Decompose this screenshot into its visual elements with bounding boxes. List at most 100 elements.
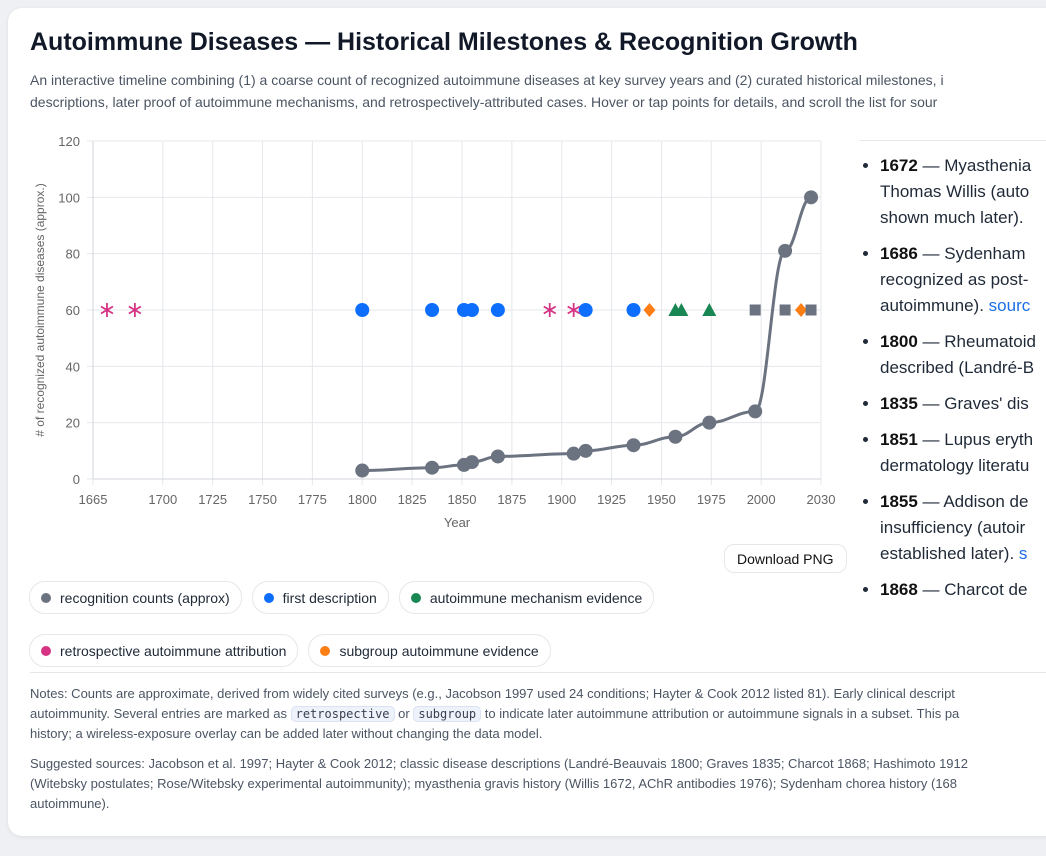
- source-link[interactable]: sourc: [983, 296, 1031, 315]
- data-point: [626, 303, 641, 317]
- x-tick-label: 1775: [298, 492, 327, 507]
- sources-text: (Witebsky postulates; Rose/Witebsky expe…: [30, 776, 958, 791]
- milestone-year: 1851: [880, 430, 918, 449]
- retrospective-tag: retrospective: [290, 706, 395, 722]
- legend-item[interactable]: first description: [251, 581, 389, 614]
- milestone-text: recognized as post-: [880, 270, 1029, 289]
- notes-paragraph: Notes: Counts are approximate, derived f…: [30, 684, 1046, 744]
- legend-label: subgroup autoimmune evidence: [339, 642, 539, 659]
- x-tick-label: 1875: [497, 492, 526, 507]
- notes-text: Notes: Counts are approximate, derived f…: [30, 686, 955, 701]
- x-tick-label: 2030: [807, 492, 836, 507]
- legend-label: retrospective autoimmune attribution: [60, 642, 287, 659]
- milestone-text: dermatology literatu: [880, 456, 1030, 475]
- milestone-year: 1855: [880, 492, 918, 511]
- main-card: [8, 8, 1046, 836]
- milestone-item: 1686 — Sydenham recognized as post-autoim…: [880, 241, 1046, 319]
- x-tick-label: 1850: [448, 492, 477, 507]
- legend-item[interactable]: autoimmune mechanism evidence: [398, 581, 655, 614]
- milestone-text: established later).: [880, 544, 1015, 563]
- asterisk-stroke: [543, 305, 557, 315]
- data-point-square: [779, 304, 791, 316]
- data-point-asterisk: [100, 303, 114, 317]
- legend-label: recognition counts (approx): [60, 589, 230, 606]
- x-tick-label: 1900: [547, 492, 576, 507]
- milestone-text: autoimmune).: [880, 296, 984, 315]
- data-point-asterisk: [128, 303, 142, 317]
- milestone-text: — Graves' dis: [917, 394, 1029, 413]
- data-point: [702, 415, 717, 430]
- legend-label: autoimmune mechanism evidence: [429, 589, 643, 606]
- data-point: [355, 463, 370, 478]
- data-point-triangle: [702, 303, 717, 316]
- milestone-item: 1855 — Addison de insufficiency (autoir es…: [880, 489, 1046, 567]
- sources-paragraph: Suggested sources: Jacobson et al. 1997;…: [30, 754, 1046, 814]
- data-point-square: [805, 304, 817, 316]
- data-point-asterisk: [543, 303, 557, 317]
- milestone-list[interactable]: 1672 — Myasthenia Thomas Willis (auto show…: [860, 140, 1046, 621]
- notes-section: Notes: Counts are approximate, derived f…: [30, 684, 1046, 824]
- sources-text: Suggested sources: Jacobson et al. 1997;…: [30, 756, 968, 771]
- data-point: [490, 303, 505, 317]
- x-tick-label: 1700: [148, 492, 177, 507]
- legend-label: first description: [282, 589, 377, 606]
- milestone-year: 1672: [880, 156, 918, 175]
- milestone-item: 1851 — Lupus eryth dermatology literatu: [880, 427, 1046, 479]
- milestone-item: 1800 — Rheumatoid described (Landré-B: [880, 329, 1046, 381]
- legend-item[interactable]: retrospective autoimmune attribution: [29, 634, 299, 667]
- divider: [30, 672, 1046, 673]
- page-title: Autoimmune Diseases — Historical Milesto…: [30, 28, 858, 56]
- data-point: [464, 455, 479, 470]
- data-point: [804, 190, 819, 205]
- subgroup-tag: subgroup: [413, 706, 482, 722]
- x-axis-title: Year: [444, 515, 471, 530]
- milestone-year: 1868: [880, 580, 918, 599]
- y-tick-label: 0: [73, 472, 80, 487]
- milestone-item: 1672 — Myasthenia Thomas Willis (auto show…: [880, 153, 1046, 231]
- chart-legend: recognition counts (approx) first descrip…: [29, 581, 729, 667]
- milestone-year: 1800: [880, 332, 918, 351]
- data-point-triangle: [674, 303, 689, 316]
- data-point: [668, 429, 683, 444]
- milestone-text: — Myasthenia: [917, 156, 1032, 175]
- legend-swatch-icon: [41, 592, 51, 603]
- x-tick-label: 1665: [79, 492, 108, 507]
- download-png-button[interactable]: Download PNG: [724, 544, 847, 573]
- y-tick-label: 100: [58, 190, 80, 205]
- data-point: [425, 460, 440, 475]
- legend-swatch-icon: [41, 645, 51, 656]
- legend-item[interactable]: recognition counts (approx): [29, 581, 242, 614]
- x-tick-label: 1725: [198, 492, 227, 507]
- data-point: [778, 243, 793, 258]
- notes-text: autoimmunity. Several entries are marked…: [30, 706, 287, 721]
- data-point-diamond: [643, 303, 656, 317]
- data-point-square: [749, 304, 761, 316]
- notes-text: or: [398, 706, 410, 721]
- notes-text: history; a wireless-exposure overlay can…: [30, 726, 543, 741]
- timeline-chart[interactable]: 1665 1700 1725 1750 1775 1800 1825 1850 1875 1900…: [0, 0, 850, 540]
- asterisk-stroke: [128, 305, 142, 315]
- x-tick-label: 2000: [747, 492, 776, 507]
- milestone-text: shown much later).: [880, 208, 1024, 227]
- data-point: [626, 438, 641, 453]
- source-link[interactable]: s: [1014, 544, 1028, 563]
- asterisk-stroke: [100, 305, 114, 315]
- y-tick-label: 40: [66, 359, 80, 374]
- page-subtitle: An interactive timeline combining (1) a …: [30, 69, 1046, 113]
- data-point: [578, 303, 593, 317]
- legend-swatch-icon: [410, 592, 421, 603]
- y-tick-label: 120: [58, 134, 80, 149]
- x-tick-label: 1975: [697, 492, 726, 507]
- sources-text: autoimmune).: [30, 796, 110, 811]
- y-tick-label: 60: [66, 303, 80, 318]
- x-tick-label: 1950: [647, 492, 676, 507]
- milestone-text: — Sydenham: [917, 244, 1026, 263]
- data-point: [566, 446, 581, 461]
- x-tick-label: 1925: [597, 492, 626, 507]
- legend-swatch-icon: [320, 645, 331, 656]
- y-tick-label: 80: [66, 247, 80, 262]
- legend-item[interactable]: subgroup autoimmune evidence: [308, 634, 551, 667]
- milestone-text: — Rheumatoid: [917, 332, 1036, 351]
- milestone-item: 1868 — Charcot de: [880, 577, 1046, 603]
- data-point: [578, 443, 593, 458]
